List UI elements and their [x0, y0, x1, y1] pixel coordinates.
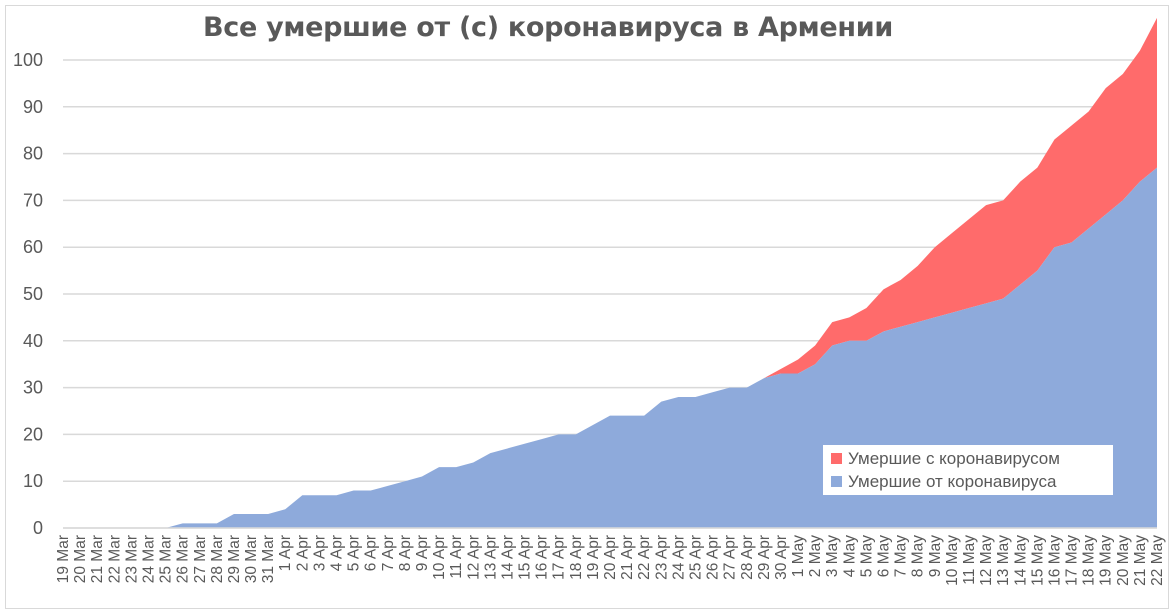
x-tick-label: 10 Apr: [431, 535, 448, 580]
x-tick-label: 30 Mar: [243, 535, 260, 583]
x-tick-label: 7 May: [893, 535, 910, 577]
x-tick-label: 23 Apr: [653, 535, 670, 580]
legend-item: Умершие с коронавирусом: [831, 447, 1105, 470]
x-tick-label: 3 May: [824, 535, 841, 577]
x-tick-label: 27 Apr: [722, 535, 739, 580]
x-tick-label: 18 May: [1081, 535, 1098, 586]
x-tick-label: 12 Apr: [465, 535, 482, 580]
x-tick-label: 22 May: [1149, 535, 1166, 586]
y-tick-label: 90: [23, 97, 43, 117]
x-tick-label: 9 Apr: [414, 535, 431, 571]
x-tick-label: 1 May: [790, 535, 807, 577]
x-tick-label: 17 Apr: [551, 535, 568, 580]
x-tick-label: 11 Apr: [448, 535, 465, 579]
x-tick-label: 30 Apr: [773, 535, 790, 580]
x-tick-label: 8 Apr: [397, 535, 414, 571]
x-tick-label: 15 Apr: [517, 535, 534, 580]
x-tick-label: 3 Apr: [311, 535, 328, 571]
x-tick-label: 29 Mar: [226, 535, 243, 583]
x-tick-label: 20 Mar: [72, 535, 89, 583]
x-tick-label: 6 May: [876, 535, 893, 577]
x-tick-label: 4 May: [841, 535, 858, 577]
x-tick-label: 23 Mar: [123, 535, 140, 583]
x-tick-label: 14 May: [1012, 535, 1029, 586]
legend-label: Умершие от коронавируса: [848, 471, 1057, 491]
x-tick-label: 12 May: [978, 535, 995, 586]
y-tick-label: 100: [13, 50, 43, 70]
x-tick-label: 20 May: [1115, 535, 1132, 586]
x-tick-label: 28 Apr: [739, 535, 756, 580]
y-tick-label: 20: [23, 424, 43, 444]
x-tick-label: 9 May: [927, 535, 944, 577]
y-tick-label: 70: [23, 190, 43, 210]
x-tick-label: 6 Apr: [363, 535, 380, 571]
legend-item: Умершие от коронавируса: [831, 470, 1105, 493]
x-tick-label: 26 Mar: [175, 535, 192, 583]
legend: Умершие с коронавирусом Умершие от корон…: [823, 445, 1113, 495]
x-tick-label: 22 Mar: [106, 535, 123, 583]
x-tick-label: 4 Apr: [329, 535, 346, 571]
x-tick-label: 18 Apr: [568, 535, 585, 580]
y-tick-label: 80: [23, 144, 43, 164]
x-tick-label: 19 Mar: [55, 535, 72, 583]
x-tick-label: 13 Apr: [482, 535, 499, 580]
y-tick-label: 40: [23, 331, 43, 351]
series-area-with-coronavirus: [63, 17, 1157, 528]
chart-frame: [5, 5, 1169, 609]
x-tick-label: 19 May: [1098, 535, 1115, 586]
legend-swatch-red: [831, 453, 842, 464]
x-tick-label: 28 Mar: [209, 535, 226, 583]
y-tick-label: 0: [33, 518, 43, 538]
x-tick-label: 25 Mar: [158, 535, 175, 583]
y-tick-label: 10: [23, 471, 43, 491]
x-tick-label: 10 May: [944, 535, 961, 586]
y-tick-label: 30: [23, 378, 43, 398]
y-tick-label: 60: [23, 237, 43, 257]
x-tick-label: 2 May: [807, 535, 824, 577]
x-tick-label: 15 May: [1029, 535, 1046, 586]
x-tick-label: 5 May: [858, 535, 875, 577]
x-tick-label: 20 Apr: [602, 535, 619, 580]
x-tick-label: 14 Apr: [499, 535, 516, 580]
y-tick-label: 50: [23, 284, 43, 304]
x-tick-label: 2 Apr: [294, 535, 311, 571]
x-tick-label: 26 Apr: [705, 535, 722, 580]
x-tick-label: 24 Mar: [140, 535, 157, 583]
x-tick-label: 25 Apr: [687, 535, 704, 580]
x-tick-label: 16 May: [1046, 535, 1063, 586]
x-tick-label: 21 Apr: [619, 535, 636, 580]
x-tick-label: 7 Apr: [380, 535, 397, 571]
chart-title: Все умершие от (с) коронавируса в Армени…: [202, 12, 894, 43]
x-tick-label: 21 Mar: [89, 535, 106, 583]
x-tick-label: 19 Apr: [585, 535, 602, 580]
x-tick-label: 16 Apr: [534, 535, 551, 580]
x-tick-label: 31 Mar: [260, 535, 277, 583]
x-tick-label: 17 May: [1064, 535, 1081, 586]
x-tick-label: 8 May: [910, 535, 927, 577]
legend-swatch-blue: [831, 476, 842, 487]
x-tick-label: 27 Mar: [192, 535, 209, 583]
x-tick-label: 29 Apr: [756, 535, 773, 580]
legend-label: Умершие с коронавирусом: [848, 448, 1060, 468]
series-area-from-coronavirus: [63, 167, 1157, 528]
x-tick-label: 24 Apr: [670, 535, 687, 580]
x-tick-label: 22 Apr: [636, 535, 653, 580]
x-tick-label: 13 May: [995, 535, 1012, 586]
x-tick-label: 21 May: [1132, 535, 1149, 586]
x-tick-label: 11 May: [961, 535, 978, 585]
x-tick-label: 5 Apr: [346, 535, 363, 571]
x-tick-label: 1 Apr: [277, 535, 294, 571]
